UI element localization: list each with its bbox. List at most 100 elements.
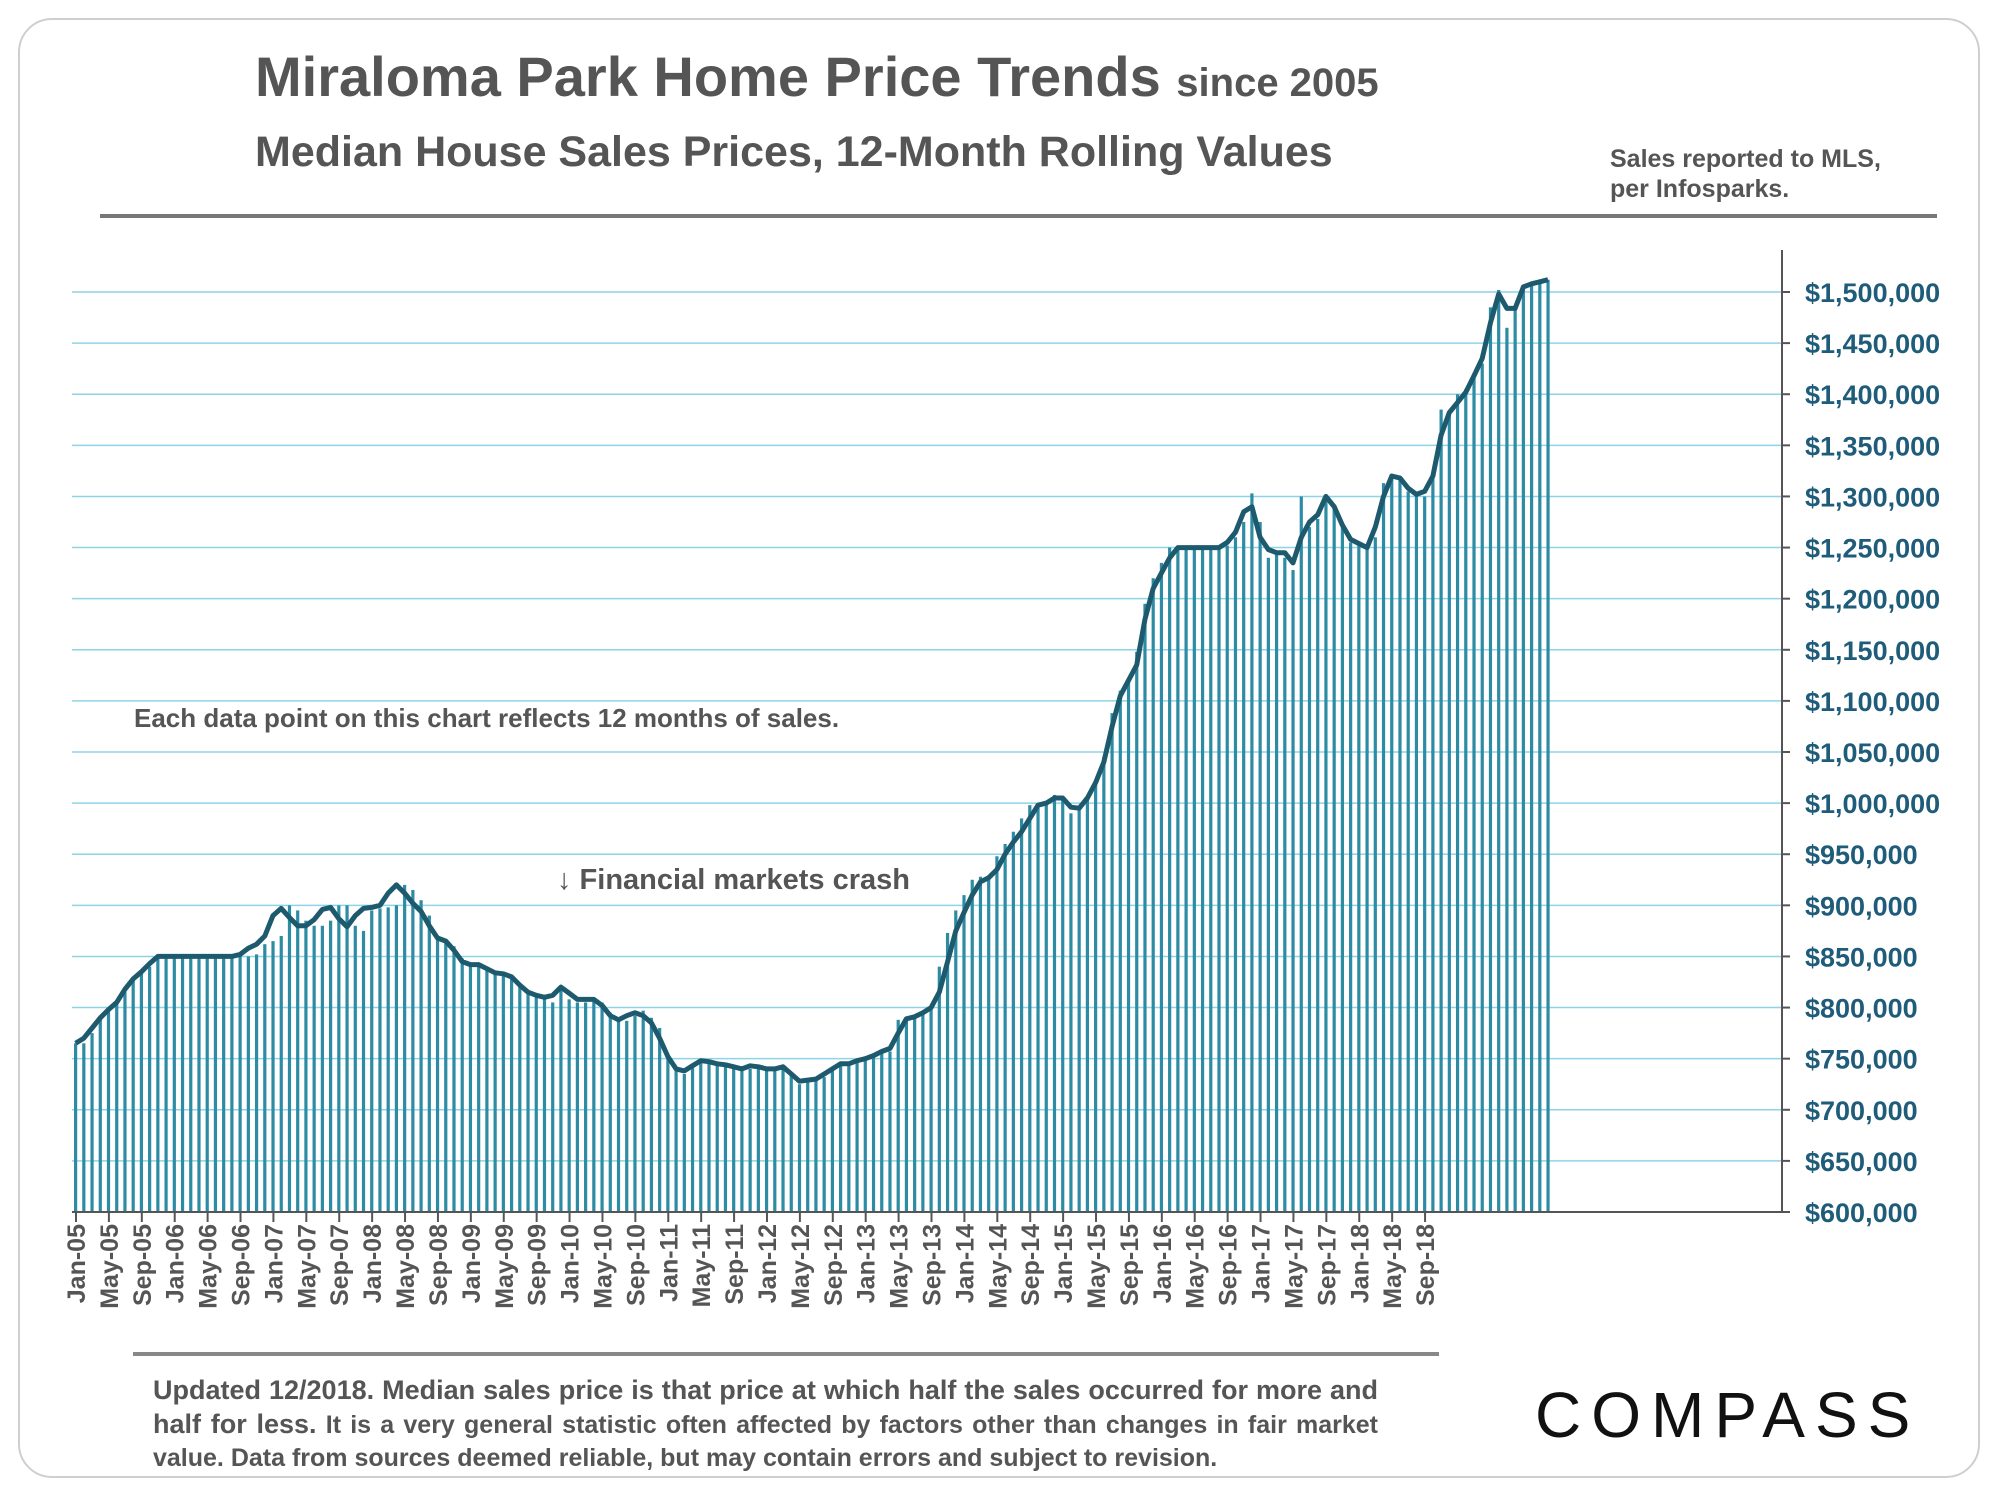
bar (189, 956, 193, 1212)
bar (830, 1066, 834, 1212)
bar (625, 1020, 629, 1212)
x-tick-label: May-15 (1083, 1224, 1111, 1309)
bar (1464, 389, 1468, 1213)
bar (559, 987, 563, 1212)
bar (1390, 473, 1394, 1212)
bar (1423, 496, 1427, 1212)
y-tick-label: $1,000,000 (1805, 789, 1940, 819)
bar (806, 1082, 810, 1212)
bar (353, 925, 357, 1212)
bar (1274, 552, 1279, 1212)
bar (616, 1017, 621, 1212)
bar (1316, 518, 1320, 1212)
bar (962, 895, 966, 1212)
bar (419, 900, 423, 1212)
bar (814, 1081, 818, 1212)
bar (921, 1012, 925, 1212)
bar (1126, 680, 1131, 1212)
y-tick-label: $1,450,000 (1805, 329, 1940, 359)
bar (592, 999, 596, 1212)
bar (452, 946, 456, 1212)
bar (1349, 542, 1353, 1212)
bar (1085, 798, 1089, 1212)
x-tick-label: Jan-15 (1050, 1224, 1078, 1303)
bar (987, 876, 991, 1212)
bar (896, 1019, 900, 1212)
bar (1365, 547, 1369, 1212)
bar (1019, 818, 1024, 1212)
bar (600, 1002, 604, 1212)
bar (913, 1015, 917, 1212)
bar (1529, 283, 1534, 1212)
y-tick-label: $1,300,000 (1805, 482, 1940, 512)
x-tick-label: Jan-14 (951, 1224, 979, 1303)
bar (888, 1051, 892, 1212)
bar (970, 879, 974, 1212)
bar (649, 1017, 654, 1212)
bar (839, 1063, 843, 1212)
bar (1192, 547, 1196, 1212)
bar (1159, 562, 1164, 1212)
x-tick-label: Jan-13 (853, 1224, 881, 1303)
bar (1069, 813, 1073, 1212)
bar (937, 966, 941, 1212)
bar (1414, 496, 1419, 1212)
footer-note-rest: It is a very general statistic often aff… (153, 1411, 1378, 1472)
bar (1151, 578, 1155, 1212)
x-tick-label: Jan-11 (655, 1224, 683, 1302)
bar (345, 905, 349, 1212)
x-tick-label: Sep-13 (919, 1224, 947, 1306)
bar (608, 1012, 612, 1212)
bar (863, 1060, 867, 1212)
bar (1398, 478, 1402, 1212)
bar (1176, 547, 1180, 1212)
bar (254, 954, 259, 1212)
y-tick-label: $850,000 (1805, 942, 1918, 972)
footer-note-strong: Updated 12/2018. Median sales price is t… (153, 1375, 1378, 1439)
bar (690, 1065, 695, 1212)
bar (296, 910, 300, 1212)
bar (715, 1063, 719, 1212)
y-tick-label: $1,100,000 (1805, 687, 1940, 717)
bar (1094, 782, 1098, 1212)
y-tick-label: $750,000 (1805, 1045, 1918, 1075)
bar (1044, 803, 1048, 1212)
bar (1102, 757, 1106, 1212)
bar (263, 944, 267, 1212)
bar (773, 1070, 777, 1212)
bar (1200, 547, 1205, 1212)
bar (542, 997, 547, 1212)
bar (756, 1065, 760, 1212)
bar (1077, 810, 1081, 1212)
x-tick-label: May-14 (984, 1224, 1012, 1309)
bar (1324, 496, 1328, 1212)
bar (1052, 794, 1057, 1212)
bar (995, 856, 999, 1212)
x-tick-label: Jan-17 (1248, 1224, 1276, 1303)
bar (1538, 281, 1542, 1212)
bar (526, 992, 530, 1212)
y-tick-label: $1,200,000 (1805, 585, 1940, 615)
axes (72, 250, 1783, 1213)
x-tick-label: Jan-12 (754, 1224, 782, 1303)
bar (789, 1076, 793, 1212)
x-tick-label: Sep-15 (1116, 1224, 1144, 1306)
bar (658, 1028, 662, 1212)
bar (551, 1002, 555, 1212)
bar (172, 956, 176, 1212)
x-tick-label: Sep-09 (524, 1224, 552, 1306)
x-tick-label: May-13 (886, 1224, 914, 1309)
x-tick-label: Jan-08 (359, 1224, 387, 1303)
bar (682, 1074, 686, 1212)
bar (1110, 713, 1114, 1212)
bar (1003, 844, 1007, 1212)
bar (493, 971, 497, 1212)
bar (386, 907, 390, 1212)
bar (1497, 289, 1501, 1212)
bar (435, 936, 440, 1212)
chart-frame (18, 18, 1980, 1478)
bar (1505, 327, 1509, 1212)
bar (1299, 496, 1303, 1212)
bar (723, 1065, 728, 1212)
